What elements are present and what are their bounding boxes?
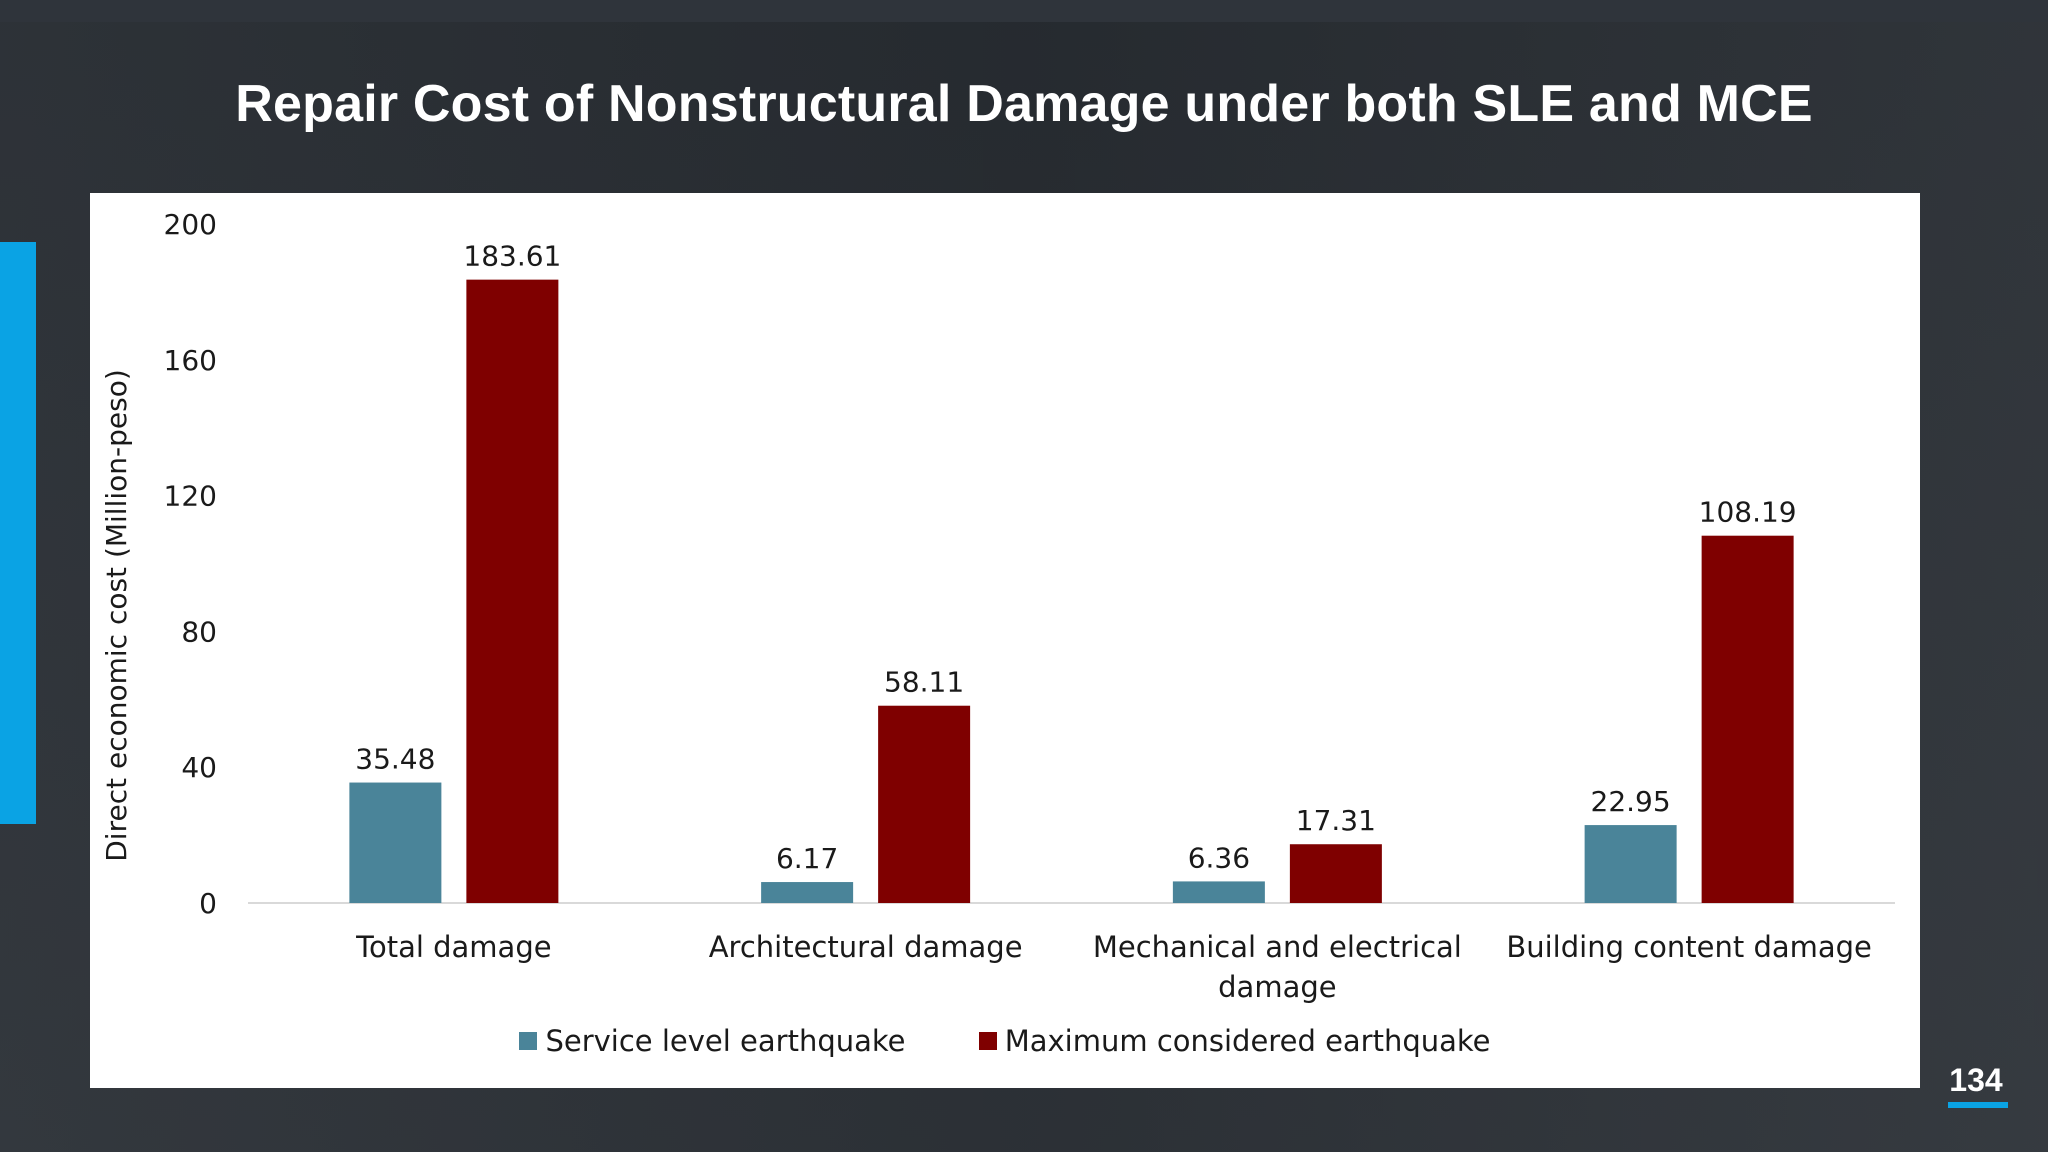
slide-title: Repair Cost of Nonstructural Damage unde… — [235, 75, 1813, 133]
data-label: 17.31 — [1296, 804, 1376, 837]
legend-item-sle: Service level earthquake — [519, 1024, 906, 1058]
bar-sle — [1584, 825, 1677, 903]
y-tick-label: 120 — [164, 480, 217, 513]
category-label: Total damage — [355, 930, 551, 964]
bar-mce — [466, 279, 559, 903]
data-label: 108.19 — [1699, 496, 1797, 529]
bar-sle — [761, 882, 854, 903]
y-tick-label: 0 — [199, 887, 217, 920]
legend-swatch-sle — [519, 1032, 538, 1050]
legend-item-mce: Maximum considered earthquake — [978, 1024, 1491, 1058]
bar-mce — [1289, 844, 1382, 903]
chart-panel — [90, 193, 1920, 1088]
chart-legend: Service level earthquake Maximum conside… — [90, 1024, 1920, 1058]
page-number: 134 — [1949, 1062, 2003, 1098]
data-label: 35.48 — [355, 743, 435, 776]
data-label: 22.95 — [1591, 785, 1671, 818]
accent-bar — [0, 242, 36, 824]
category-label: Building content damage — [1506, 930, 1872, 964]
y-axis-title: Direct economic cost (Million-peso) — [100, 369, 133, 862]
y-tick-label: 80 — [181, 615, 217, 648]
bar-sle — [349, 782, 442, 903]
page-number-underline — [1948, 1102, 2008, 1108]
legend-swatch-mce — [978, 1032, 997, 1050]
category-label: Architectural damage — [709, 930, 1023, 964]
bar-sle — [1172, 881, 1265, 903]
y-tick-label: 200 — [164, 208, 217, 241]
category-label: Mechanical and electrical — [1093, 930, 1462, 964]
legend-label-sle: Service level earthquake — [545, 1024, 906, 1058]
legend-label-mce: Maximum considered earthquake — [1004, 1024, 1491, 1058]
category-label: damage — [1218, 970, 1336, 1004]
bar-mce — [878, 705, 971, 903]
data-label: 6.17 — [776, 842, 838, 875]
data-label: 6.36 — [1188, 841, 1250, 874]
data-label: 183.61 — [463, 240, 561, 273]
bar-mce — [1701, 535, 1794, 903]
bar-chart: 0 40 80 120 160 200 Direct economic cost (Mill… — [100, 208, 1895, 1004]
y-tick-label: 40 — [181, 751, 217, 784]
top-strip — [0, 0, 2048, 22]
y-tick-label: 160 — [164, 344, 217, 377]
data-label: 58.11 — [884, 666, 964, 699]
